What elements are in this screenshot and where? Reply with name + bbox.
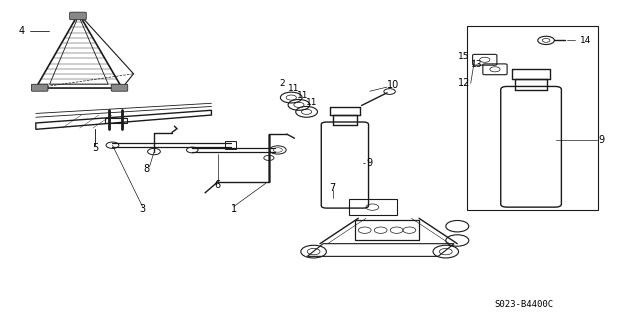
Text: 11: 11: [297, 92, 308, 100]
Text: 7: 7: [330, 183, 336, 193]
Text: 14: 14: [580, 36, 591, 45]
Text: 11: 11: [288, 84, 300, 93]
Text: 6: 6: [215, 180, 221, 190]
FancyBboxPatch shape: [70, 12, 86, 20]
FancyBboxPatch shape: [111, 84, 128, 91]
Text: 9: 9: [598, 136, 604, 145]
Text: 13: 13: [470, 60, 482, 69]
Text: 11: 11: [306, 99, 317, 108]
Text: 3: 3: [140, 204, 145, 214]
Text: 10: 10: [387, 80, 399, 90]
Text: S023-B4400C: S023-B4400C: [495, 300, 554, 308]
Text: 12: 12: [458, 78, 470, 88]
Bar: [225, 141, 236, 149]
Bar: [355, 220, 419, 241]
FancyBboxPatch shape: [31, 84, 48, 91]
Text: 1: 1: [231, 204, 237, 214]
Text: 5: 5: [92, 143, 99, 153]
Text: 2: 2: [279, 79, 285, 88]
Bar: [349, 199, 397, 215]
Text: 9: 9: [367, 158, 373, 168]
Text: 15: 15: [458, 52, 469, 61]
Bar: [105, 118, 127, 123]
Text: 4: 4: [19, 26, 25, 36]
Text: 8: 8: [143, 164, 149, 174]
Bar: [467, 26, 598, 210]
